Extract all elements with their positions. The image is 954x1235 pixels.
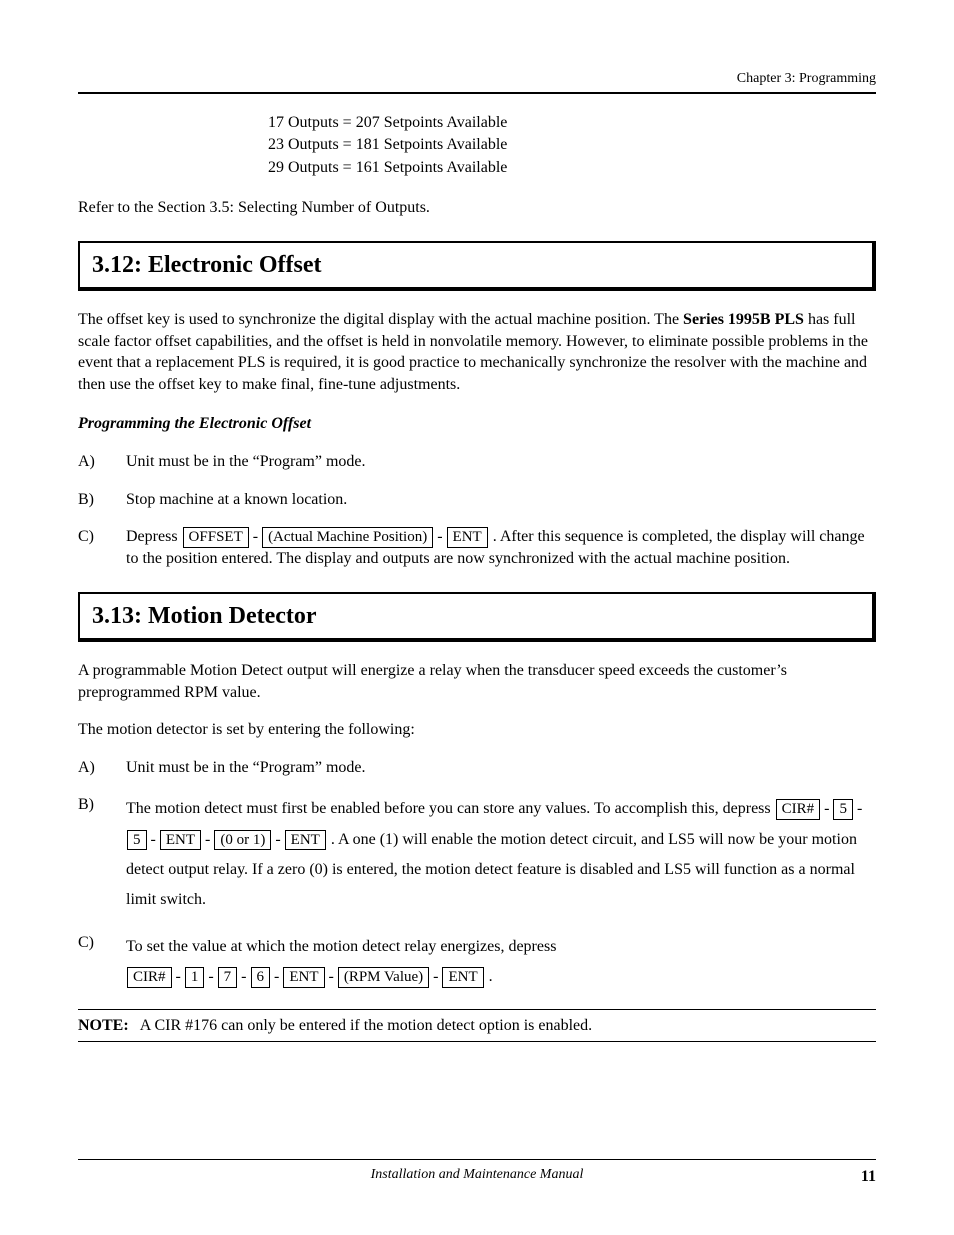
separator: - bbox=[434, 528, 445, 545]
step-c: C) To set the value at which the motion … bbox=[78, 932, 876, 993]
key-ent: ENT bbox=[160, 830, 201, 851]
separator: - bbox=[173, 968, 184, 985]
page-footer: Installation and Maintenance Manual 11 bbox=[78, 1159, 876, 1185]
note-row: NOTE: A CIR #176 can only be entered if … bbox=[78, 1009, 876, 1043]
step-body: The motion detect must first be enabled … bbox=[126, 794, 876, 916]
step-label: A) bbox=[78, 757, 126, 779]
step-body: To set the value at which the motion det… bbox=[126, 932, 876, 993]
key-5: 5 bbox=[833, 799, 853, 820]
separator: - bbox=[821, 800, 832, 817]
key-position: (Actual Machine Position) bbox=[262, 527, 433, 548]
setpoints-block: 17 Outputs = 207 Setpoints Available 23 … bbox=[268, 112, 876, 179]
separator: - bbox=[238, 968, 249, 985]
step-body: Stop machine at a known location. bbox=[126, 489, 876, 511]
separator: - bbox=[430, 968, 441, 985]
key-1: 1 bbox=[185, 967, 205, 988]
note-label: NOTE: bbox=[78, 1017, 137, 1034]
step-a: A) Unit must be in the “Program” mode. bbox=[78, 757, 876, 779]
step-label: C) bbox=[78, 932, 126, 993]
key-5: 5 bbox=[127, 830, 147, 851]
section-heading-312: 3.12: Electronic Offset bbox=[78, 241, 876, 291]
step-body: Depress OFFSET-(Actual Machine Position)… bbox=[126, 526, 876, 569]
separator: - bbox=[250, 528, 261, 545]
text: The motion detect must first be enabled … bbox=[126, 800, 775, 817]
footer-title: Installation and Maintenance Manual bbox=[78, 1166, 876, 1185]
section-312-p1: The offset key is used to synchronize th… bbox=[78, 309, 876, 395]
separator: - bbox=[202, 831, 213, 848]
key-ent: ENT bbox=[285, 830, 326, 851]
key-offset: OFFSET bbox=[183, 527, 249, 548]
subheading: Programming the Electronic Offset bbox=[78, 413, 876, 435]
section-313-p1: A programmable Motion Detect output will… bbox=[78, 660, 876, 703]
separator: - bbox=[326, 968, 337, 985]
text: Depress bbox=[126, 528, 182, 545]
step-a: A) Unit must be in the “Program” mode. bbox=[78, 451, 876, 473]
key-cir: CIR# bbox=[127, 967, 172, 988]
bold-text: Series 1995B PLS bbox=[683, 311, 804, 328]
step-label: C) bbox=[78, 526, 126, 569]
key-cir: CIR# bbox=[776, 799, 821, 820]
note-text: A CIR #176 can only be entered if the mo… bbox=[140, 1017, 592, 1034]
section-313-p2: The motion detector is set by entering t… bbox=[78, 719, 876, 741]
text: The offset key is used to synchronize th… bbox=[78, 311, 683, 328]
step-body: Unit must be in the “Program” mode. bbox=[126, 451, 876, 473]
key-zero-one: (0 or 1) bbox=[214, 830, 271, 851]
separator: - bbox=[205, 968, 216, 985]
key-7: 7 bbox=[218, 967, 238, 988]
key-ent: ENT bbox=[442, 967, 483, 988]
key-ent: ENT bbox=[447, 527, 488, 548]
setpoint-row: 23 Outputs = 181 Setpoints Available bbox=[268, 134, 876, 156]
step-c: C) Depress OFFSET-(Actual Machine Positi… bbox=[78, 526, 876, 569]
text: To set the value at which the motion det… bbox=[126, 938, 556, 955]
separator: - bbox=[271, 968, 282, 985]
key-rpm: (RPM Value) bbox=[338, 967, 429, 988]
step-label: B) bbox=[78, 489, 126, 511]
step-label: A) bbox=[78, 451, 126, 473]
separator: - bbox=[854, 800, 865, 817]
section-heading-313: 3.13: Motion Detector bbox=[78, 592, 876, 642]
step-b: B) The motion detect must first be enabl… bbox=[78, 794, 876, 916]
setpoint-row: 17 Outputs = 207 Setpoints Available bbox=[268, 112, 876, 134]
step-label: B) bbox=[78, 794, 126, 916]
separator: - bbox=[148, 831, 159, 848]
separator: - bbox=[272, 831, 283, 848]
step-body: Unit must be in the “Program” mode. bbox=[126, 757, 876, 779]
key-6: 6 bbox=[251, 967, 271, 988]
text: . bbox=[485, 968, 493, 985]
page-number: 11 bbox=[861, 1166, 876, 1188]
refer-line: Refer to the Section 3.5: Selecting Numb… bbox=[78, 197, 876, 219]
key-ent: ENT bbox=[283, 967, 324, 988]
step-b: B) Stop machine at a known location. bbox=[78, 489, 876, 511]
chapter-header: Chapter 3: Programming bbox=[78, 70, 876, 94]
setpoint-row: 29 Outputs = 161 Setpoints Available bbox=[268, 157, 876, 179]
